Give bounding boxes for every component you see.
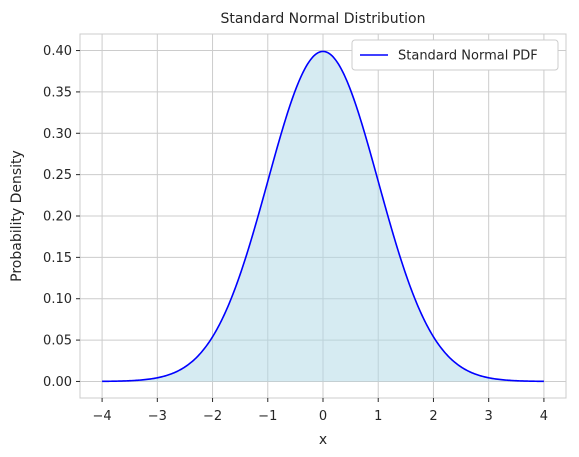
legend-label: Standard Normal PDF <box>398 49 538 64</box>
series-line-standard-normal-pdf <box>102 50 544 383</box>
x-tick-label: 1 <box>374 409 382 424</box>
legend: Standard Normal PDF <box>351 39 559 71</box>
x-tick-label: −2 <box>203 409 222 424</box>
x-tick-label: 3 <box>485 409 493 424</box>
x-tick-label: −1 <box>258 409 277 424</box>
y-tick-label: 0.20 <box>43 210 72 225</box>
x-tick-label: −4 <box>93 409 112 424</box>
y-tick-label: 0.00 <box>43 375 72 390</box>
y-axis-label: Probability Density <box>9 150 25 282</box>
y-tick-label: 0.10 <box>43 292 72 307</box>
y-tick-label: 0.05 <box>43 334 72 349</box>
y-tick-label: 0.15 <box>43 251 72 266</box>
legend-box <box>351 39 559 71</box>
chart-title: Standard Normal Distribution <box>221 11 426 27</box>
x-tick-label: 4 <box>540 409 548 424</box>
y-tick-label: 0.25 <box>43 168 72 183</box>
x-axis-ticks: −4 −3 −2 −1 0 1 2 3 4 <box>93 398 548 424</box>
x-tick-label: 2 <box>429 409 437 424</box>
x-tick-label: −3 <box>148 409 167 424</box>
x-tick-label: 0 <box>319 409 327 424</box>
y-tick-label: 0.30 <box>43 127 72 142</box>
x-axis-label: x <box>319 432 327 448</box>
y-tick-label: 0.40 <box>43 44 72 59</box>
y-tick-label: 0.35 <box>43 85 72 100</box>
area-fill <box>102 51 544 382</box>
y-axis-ticks: 0.00 0.05 0.10 0.15 0.20 0.25 0.30 0.35 0.40 <box>43 44 80 390</box>
